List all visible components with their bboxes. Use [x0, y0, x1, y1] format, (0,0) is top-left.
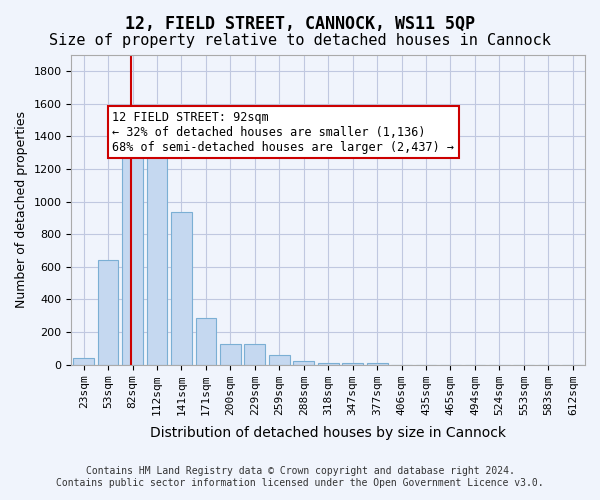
Bar	[98, 260, 118, 364]
Text: Contains HM Land Registry data © Crown copyright and database right 2024.
Contai: Contains HM Land Registry data © Crown c…	[56, 466, 544, 487]
Bar	[318, 363, 338, 364]
Text: 12 FIELD STREET: 92sqm
← 32% of detached houses are smaller (1,136)
68% of semi-: 12 FIELD STREET: 92sqm ← 32% of detached…	[112, 110, 454, 154]
Bar	[196, 318, 217, 364]
Bar	[220, 344, 241, 364]
Bar	[293, 360, 314, 364]
Bar	[342, 363, 363, 364]
Bar	[73, 358, 94, 364]
Bar	[122, 124, 143, 364]
X-axis label: Distribution of detached houses by size in Cannock: Distribution of detached houses by size …	[150, 426, 506, 440]
Bar	[146, 124, 167, 364]
Bar	[367, 363, 388, 364]
Bar	[171, 212, 192, 364]
Bar	[269, 355, 290, 364]
Text: 12, FIELD STREET, CANNOCK, WS11 5QP: 12, FIELD STREET, CANNOCK, WS11 5QP	[125, 15, 475, 33]
Y-axis label: Number of detached properties: Number of detached properties	[15, 112, 28, 308]
Text: Size of property relative to detached houses in Cannock: Size of property relative to detached ho…	[49, 32, 551, 48]
Bar	[244, 344, 265, 364]
